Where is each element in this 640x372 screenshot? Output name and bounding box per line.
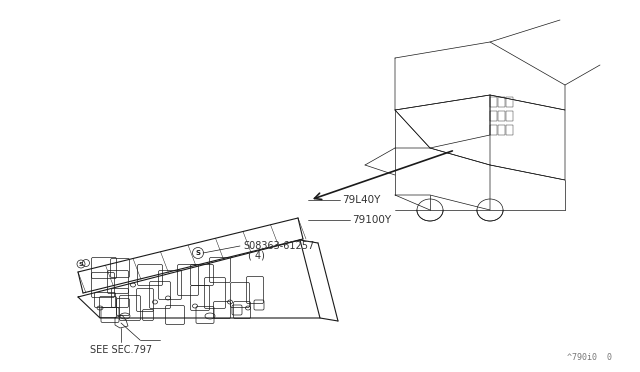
Bar xyxy=(498,125,505,135)
Bar xyxy=(498,97,505,107)
Text: 79100Y: 79100Y xyxy=(352,215,391,225)
Bar xyxy=(498,111,505,121)
Bar xyxy=(490,125,497,135)
Bar xyxy=(490,97,497,107)
Text: S: S xyxy=(79,262,83,266)
Text: 79L40Y: 79L40Y xyxy=(342,195,380,205)
Bar xyxy=(506,125,513,135)
Bar xyxy=(506,97,513,107)
Text: S: S xyxy=(195,250,200,256)
Text: ( 4): ( 4) xyxy=(248,251,265,261)
Bar xyxy=(506,111,513,121)
Text: SEE SEC.797: SEE SEC.797 xyxy=(90,345,152,355)
Text: S08363-61257: S08363-61257 xyxy=(243,241,314,251)
Bar xyxy=(490,111,497,121)
Text: ^790i0  0: ^790i0 0 xyxy=(567,353,612,362)
